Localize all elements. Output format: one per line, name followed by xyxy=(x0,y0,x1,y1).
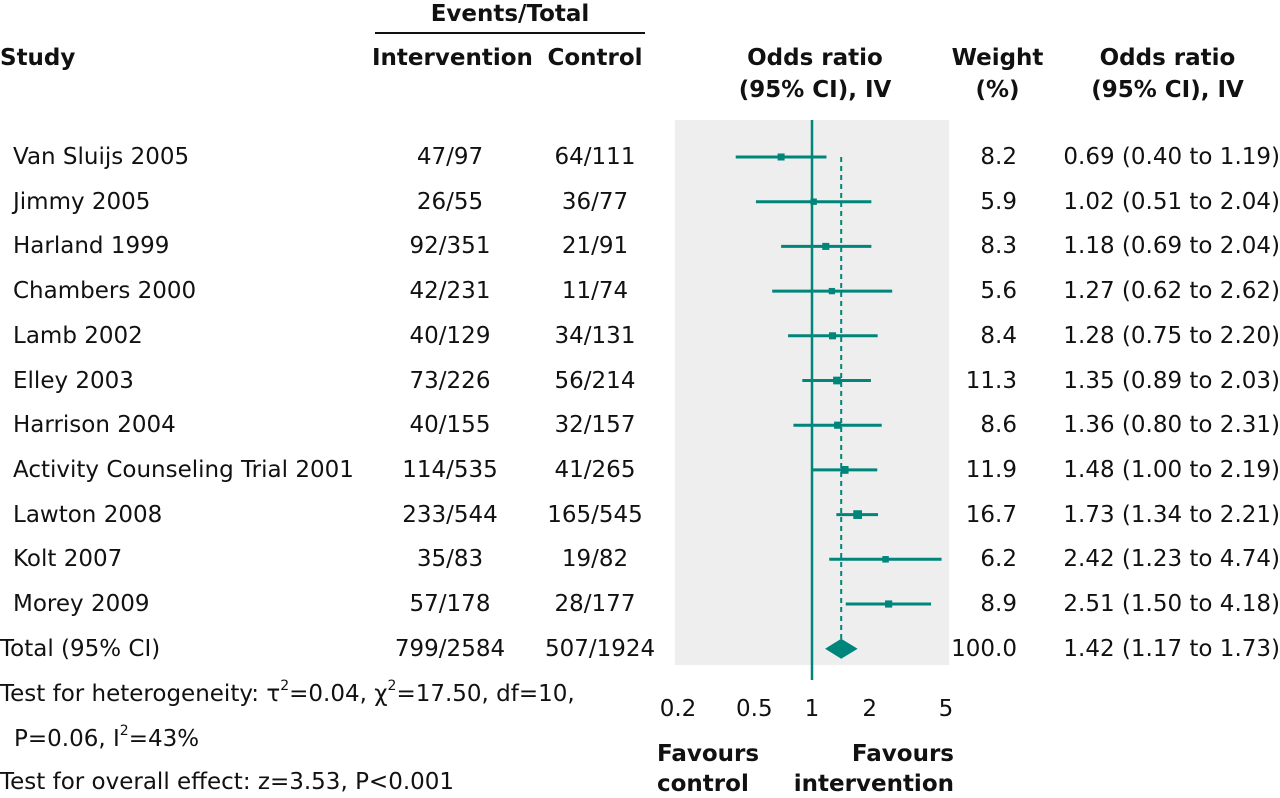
study-weight: 8.3 xyxy=(980,233,1017,260)
study-or-text: 1.35 (0.89 to 2.03) xyxy=(1063,367,1280,394)
x-tick-label: 0.5 xyxy=(736,696,773,722)
point-estimate-square xyxy=(829,332,837,340)
point-estimate-square xyxy=(833,376,841,385)
study-control: 28/177 xyxy=(554,591,636,617)
or-plot-header-line1: Odds ratio xyxy=(747,45,883,71)
study-or-text: 1.48 (1.00 to 2.19) xyxy=(1063,456,1280,483)
study-name: Van Sluijs 2005 xyxy=(13,144,190,170)
study-name: Lawton 2008 xyxy=(13,501,163,528)
point-estimate-square xyxy=(882,556,889,563)
study-or-text: 1.28 (0.75 to 2.20) xyxy=(1063,322,1280,349)
study-name: Harrison 2004 xyxy=(13,412,176,439)
study-intervention: 35/83 xyxy=(416,546,484,573)
favours-intervention-line1: Favours xyxy=(851,741,954,767)
study-or-text: 1.27 (0.62 to 2.62) xyxy=(1063,278,1280,305)
study-name: Elley 2003 xyxy=(13,367,134,394)
study-intervention: 57/178 xyxy=(409,591,491,617)
total-or-text: 1.42 (1.17 to 1.73) xyxy=(1063,635,1280,662)
study-weight: 5.9 xyxy=(980,188,1017,215)
study-control: 165/545 xyxy=(547,501,643,528)
study-intervention: 40/129 xyxy=(409,322,491,349)
study-name: Harland 1999 xyxy=(13,233,170,260)
study-control: 64/111 xyxy=(554,144,636,170)
events-total-header: Events/Total xyxy=(430,1,590,27)
study-control: 21/91 xyxy=(561,233,629,260)
x-tick-label: 5 xyxy=(939,696,954,722)
study-control: 32/157 xyxy=(554,412,636,439)
study-weight: 11.3 xyxy=(965,367,1017,394)
study-name: Jimmy 2005 xyxy=(13,188,151,215)
or-text-header-line1: Odds ratio xyxy=(1099,45,1236,71)
study-intervention: 233/544 xyxy=(402,501,498,528)
favours-intervention-line2: intervention xyxy=(793,771,954,797)
study-control: 41/265 xyxy=(554,456,636,483)
heterogeneity-test: Test for heterogeneity: τ2=0.04, χ2=17.5… xyxy=(0,678,575,707)
x-tick-label: 0.2 xyxy=(660,696,697,722)
study-name: Morey 2009 xyxy=(13,591,150,617)
study-control: 34/131 xyxy=(554,322,636,349)
point-estimate-square xyxy=(810,198,817,205)
control-header: Control xyxy=(547,45,643,71)
total-control: 507/1924 xyxy=(545,635,656,662)
study-weight: 8.9 xyxy=(980,591,1017,617)
or-text-header-line2: (95% CI), IV xyxy=(1091,77,1244,103)
total-weight: 100.0 xyxy=(951,635,1017,662)
point-estimate-square xyxy=(853,510,862,519)
study-weight: 6.2 xyxy=(980,546,1017,573)
study-intervention: 40/155 xyxy=(409,412,491,439)
favours-control-line2: control xyxy=(657,771,749,797)
study-weight: 8.2 xyxy=(980,144,1017,170)
study-control: 19/82 xyxy=(561,546,629,573)
or-plot-header-line2: (95% CI), IV xyxy=(738,77,892,103)
study-intervention: 114/535 xyxy=(402,456,498,483)
study-or-text: 1.73 (1.34 to 2.21) xyxy=(1063,501,1280,528)
study-name: Kolt 2007 xyxy=(13,546,123,573)
study-or-text: 2.51 (1.50 to 4.18) xyxy=(1063,591,1280,617)
study-intervention: 73/226 xyxy=(409,367,491,394)
favours-control-line1: Favours xyxy=(657,741,760,767)
study-or-text: 1.18 (0.69 to 2.04) xyxy=(1063,233,1280,260)
intervention-header: Intervention xyxy=(372,45,533,71)
point-estimate-square xyxy=(822,242,830,250)
study-weight: 5.6 xyxy=(980,278,1017,305)
study-weight: 8.6 xyxy=(980,412,1017,439)
study-weight: 8.4 xyxy=(980,322,1017,349)
overall-effect-test: Test for overall effect: z=3.53, P<0.001 xyxy=(0,769,455,795)
x-tick-label: 2 xyxy=(862,696,877,722)
study-name: Lamb 2002 xyxy=(13,322,143,349)
study-header: Study xyxy=(0,45,76,71)
study-weight: 16.7 xyxy=(965,501,1017,528)
total-intervention: 799/2584 xyxy=(394,635,506,662)
study-control: 36/77 xyxy=(561,188,629,215)
study-or-text: 1.36 (0.80 to 2.31) xyxy=(1063,412,1280,439)
point-estimate-square xyxy=(840,465,849,474)
point-estimate-square xyxy=(885,600,893,608)
total-diamond xyxy=(825,638,858,659)
heterogeneity-test-cont: P=0.06, I2=43% xyxy=(14,723,200,752)
study-weight: 11.9 xyxy=(965,456,1017,483)
point-estimate-square xyxy=(777,153,785,161)
study-control: 56/214 xyxy=(554,367,636,394)
study-name: Activity Counseling Trial 2001 xyxy=(13,456,354,483)
study-intervention: 92/351 xyxy=(409,233,491,260)
study-or-text: 2.42 (1.23 to 4.74) xyxy=(1063,546,1280,573)
point-estimate-square xyxy=(834,421,842,429)
header-rule xyxy=(375,32,645,34)
weight-header-line2: (%) xyxy=(975,77,1020,103)
study-name: Chambers 2000 xyxy=(13,278,197,305)
x-tick-label: 1 xyxy=(805,696,820,722)
study-or-text: 0.69 (0.40 to 1.19) xyxy=(1063,144,1280,170)
study-or-text: 1.02 (0.51 to 2.04) xyxy=(1063,188,1280,215)
total-name: Total (95% CI) xyxy=(0,635,161,662)
study-intervention: 42/231 xyxy=(409,278,491,305)
point-estimate-square xyxy=(828,287,836,295)
study-intervention: 26/55 xyxy=(416,188,484,215)
weight-header-line1: Weight xyxy=(951,45,1044,71)
study-intervention: 47/97 xyxy=(416,144,484,170)
study-control: 11/74 xyxy=(561,278,629,305)
